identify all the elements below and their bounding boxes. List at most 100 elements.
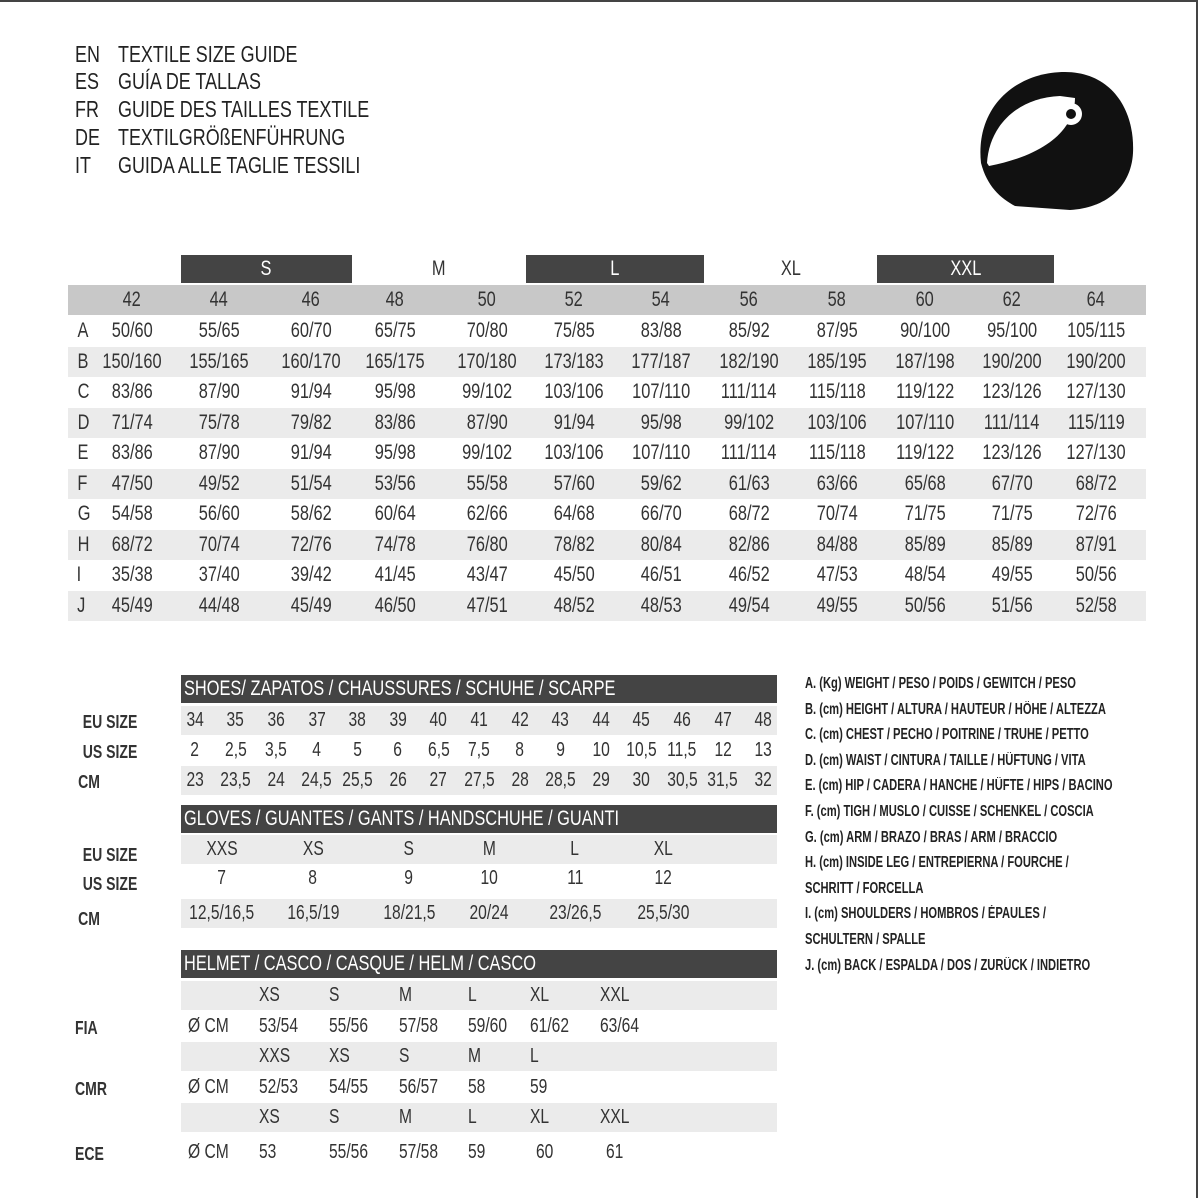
helmet-unit: Ø CM (188, 1076, 229, 1098)
measurement-cell: 45/49 (111, 593, 153, 617)
helmet-value-cell: 52/53 (259, 1076, 299, 1098)
size-number-row: 42 44 46 48 50 52 54 56 58 60 62 64 (68, 285, 1146, 315)
shoe-cell: 43 (551, 709, 570, 731)
helmet-size-cell: L (530, 1045, 539, 1067)
measurement-cell: 83/86 (374, 410, 416, 434)
measurement-cell: 190/200 (1066, 349, 1126, 373)
size-number-cell: 58 (827, 288, 847, 311)
shoe-cell: 2,5 (224, 739, 247, 761)
measurement-cell: 71/75 (991, 502, 1033, 525)
measurement-cell: 123/126 (982, 380, 1042, 403)
measurement-cell: 49/55 (991, 563, 1033, 586)
measurement-cell: 87/91 (1075, 532, 1117, 556)
helmet-standard-label: ECE (75, 1144, 104, 1164)
glove-cell: 11 (566, 867, 584, 889)
row-label: D (77, 410, 90, 434)
measurement-cell: 70/74 (198, 532, 240, 556)
shoe-cell: 30 (632, 769, 651, 791)
shoe-cell: 45 (632, 709, 651, 731)
glove-cell: 20/24 (469, 902, 509, 924)
measurement-cell: 58/62 (290, 502, 332, 525)
measurement-cell: 185/195 (807, 349, 867, 373)
glove-cell: 18/21,5 (382, 902, 436, 924)
glove-cell: 9 (404, 867, 414, 889)
size-number-cell: 44 (209, 288, 229, 311)
size-group-xl: XL (780, 257, 801, 280)
row-label: F (77, 471, 88, 495)
glove-cell: 16,5/19 (286, 902, 340, 924)
shoe-cell: 4 (312, 739, 322, 761)
helmet-value-cell: 61 (606, 1141, 624, 1163)
measurement-cell: 127/130 (1066, 380, 1126, 403)
size-number-cell: 60 (915, 288, 935, 311)
measurement-row-j: J 45/49 44/48 45/49 46/50 47/51 48/52 48/53 49/5… (68, 590, 1146, 621)
measurement-cell: 61/63 (728, 471, 770, 495)
measurement-row-b: B 150/160 155/165 160/170 165/175 170/180 173/… (68, 346, 1146, 377)
legend-line: J. (cm) BACK / ESPALDA / DOS / ZURÜCK / … (805, 956, 1091, 974)
shoe-cell: 24,5 (301, 769, 332, 791)
measurement-cell: 48/52 (553, 593, 595, 617)
title-text: GUIDA ALLE TAGLIE TESSILI (118, 152, 361, 178)
size-number-cell: 54 (651, 288, 671, 311)
measurement-cell: 68/72 (1075, 471, 1117, 495)
helmet-size-row: XS S M L XL XXL (181, 1103, 777, 1132)
shoes-header: SHOES/ ZAPATOS / CHAUSSURES / SCHUHE / S… (181, 675, 777, 703)
helmet-value-cell: 58 (468, 1076, 486, 1098)
measurement-cell: 107/110 (895, 410, 954, 434)
measurement-cell: 70/74 (816, 502, 858, 525)
measurement-cell: 103/106 (544, 380, 604, 403)
measurement-cell: 160/170 (281, 349, 341, 373)
measurement-row-a: A 50/60 55/65 60/70 65/75 70/80 75/85 83/88 85/9… (68, 316, 1146, 346)
gloves-header: GLOVES / GUANTES / GANTS / HANDSCHUHE / … (181, 805, 777, 833)
measurement-cell: 47/51 (466, 593, 508, 617)
measurement-cell: 83/86 (111, 441, 153, 464)
measurement-cell: 48/54 (904, 563, 946, 586)
measurement-cell: 80/84 (640, 532, 682, 556)
shoe-cell: 31,5 (707, 769, 738, 791)
measurement-cell: 99/102 (723, 410, 775, 434)
shoe-cell: 9 (556, 739, 565, 761)
measurement-cell: 53/56 (374, 471, 416, 495)
helmet-size-cell: XXL (600, 1106, 630, 1128)
helmet-value-row: Ø CM 52/53 54/55 56/57 58 59 (181, 1073, 777, 1102)
shoe-cell: 27,5 (464, 769, 495, 791)
size-number-cell: 62 (1002, 288, 1022, 311)
measurement-cell: 127/130 (1066, 441, 1126, 464)
measurement-cell: 50/56 (904, 593, 946, 617)
glove-row: 12,5/16,5 16,5/19 18/21,5 20/24 23/26,5 25,5/… (181, 899, 777, 928)
size-group-m: M (432, 257, 446, 280)
shoe-cell: 39 (389, 709, 407, 731)
measurement-cell: 76/80 (466, 532, 508, 556)
measurement-cell: 82/86 (728, 532, 770, 556)
measurement-cell: 51/56 (991, 593, 1033, 617)
helmet-value-cell: 53 (259, 1141, 277, 1163)
size-number-cell: 48 (385, 288, 405, 311)
measurement-cell: 95/100 (986, 319, 1038, 342)
measurement-cell: 87/90 (198, 441, 240, 464)
shoe-cell: 27 (429, 769, 448, 791)
measurement-cell: 107/110 (631, 380, 690, 403)
glove-cell: S (403, 838, 415, 860)
glove-cell: XXS (206, 838, 238, 860)
measurement-cell: 56/60 (198, 502, 240, 525)
measurement-row-c: C 83/86 87/90 91/94 95/98 99/102 103/106 107/11… (68, 377, 1146, 407)
helmet-size-cell: L (468, 984, 477, 1006)
lang-code: EN (75, 41, 100, 67)
lang-code: ES (75, 68, 99, 94)
lang-code: IT (75, 152, 91, 178)
shoe-row: 23 23,5 24 24,5 25,5 26 27 27,5 28 28,5 29 30 30,5 31… (181, 766, 777, 795)
measurement-cell: 155/165 (189, 349, 249, 373)
measurement-cell: 65/75 (374, 319, 416, 342)
helmet-size-cell: S (399, 1045, 410, 1067)
measurement-cell: 48/53 (640, 593, 682, 617)
helmet-value-cell: 53/54 (259, 1015, 299, 1037)
shoe-cell: 3,5 (265, 739, 288, 761)
row-label: B (77, 349, 89, 373)
shoe-cell: 6,5 (427, 739, 450, 761)
shoe-cell: 44 (592, 709, 610, 731)
size-number-cell: 50 (477, 288, 497, 311)
title-text: GUIDE DES TAILLES TEXTILE (118, 96, 370, 122)
helmet-size-cell: XS (259, 1106, 280, 1128)
measurement-cell: 115/118 (808, 441, 866, 464)
